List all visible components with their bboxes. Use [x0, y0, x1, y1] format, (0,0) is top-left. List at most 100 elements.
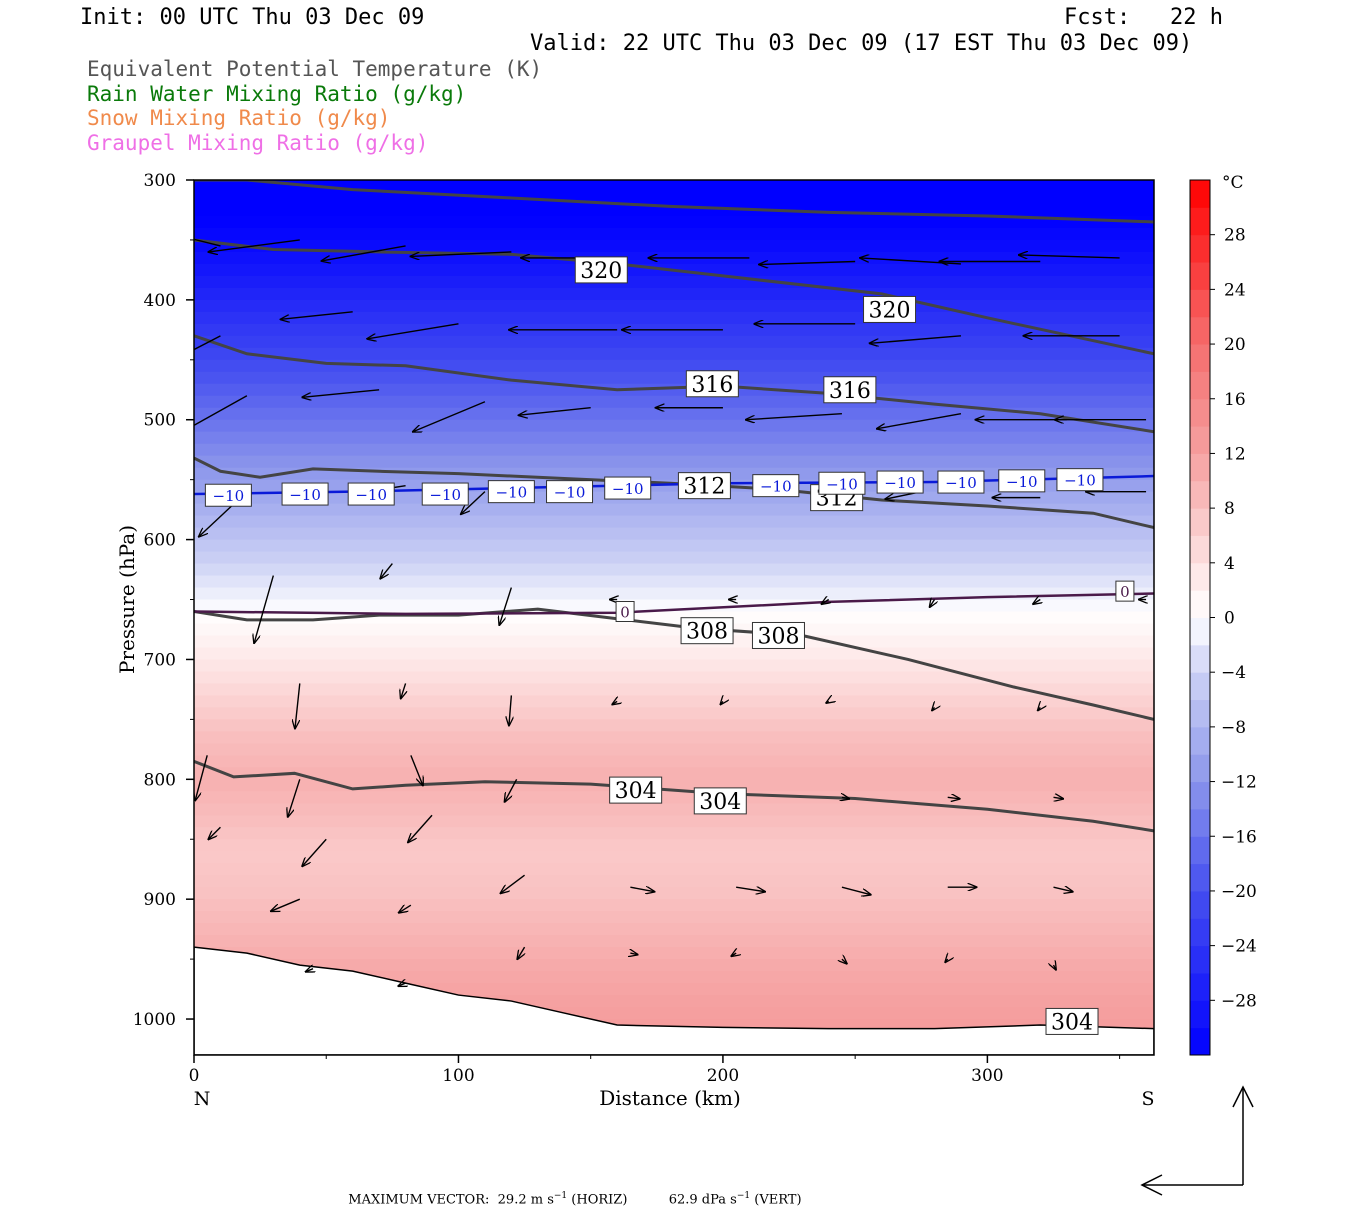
temperature-band: [194, 875, 1154, 889]
colorbar-band: [1190, 262, 1210, 290]
colorbar-band: [1190, 344, 1210, 372]
temperature-band: [194, 911, 1154, 925]
ref-vector-vertical-head: [1232, 1085, 1254, 1108]
contour-label: −10: [289, 486, 321, 504]
contour-label-box: [281, 482, 329, 506]
wind-vector: [870, 335, 961, 344]
forecast-hour: Fcst: 22 h: [1064, 5, 1223, 30]
colorbar-band: [1190, 644, 1210, 673]
temperature-band: [194, 191, 1154, 205]
contour-label: −10: [612, 480, 644, 498]
contour-label-box: [752, 474, 800, 498]
colorbar-band: [1190, 371, 1210, 400]
x-tick-label: 100: [442, 1066, 474, 1086]
wind-vector: [822, 600, 829, 605]
y-tick-label: 800: [144, 770, 176, 790]
field-legend: Equivalent Potential Temperature (K) Rain…: [87, 57, 542, 155]
contour-label: 0: [1120, 583, 1130, 601]
colorbar-band: [1190, 836, 1210, 865]
temperature-band: [194, 719, 1154, 733]
wind-vector: [1053, 887, 1073, 892]
north-end-label: N: [194, 1088, 211, 1110]
wind-vector: [877, 413, 962, 429]
colorbar-band: [1190, 535, 1210, 564]
temperature-band: [194, 371, 1154, 385]
max-vector-readout: MAXIMUM VECTOR: 29.2 m s−1 (HORIZ) 62.9 …: [340, 1176, 801, 1207]
temperature-band: [194, 227, 1154, 241]
wind-vector: [281, 311, 353, 320]
colorbar-tick-label: 4: [1224, 554, 1235, 574]
colorbar-tick-label: 20: [1224, 335, 1246, 355]
colorbar-band: [1190, 699, 1210, 728]
colorbar-band: [1190, 808, 1210, 837]
colorbar-band: [1190, 672, 1210, 701]
colorbar-tick-label: −16: [1221, 827, 1257, 847]
contour-label-box: [680, 617, 734, 645]
temperature-band: [194, 767, 1154, 781]
colorbar-band: [1190, 289, 1210, 318]
wind-vector: [842, 959, 847, 964]
temperature-band: [194, 659, 1154, 673]
plot-frame: [193, 179, 1155, 1056]
colorbar-band: [1190, 453, 1210, 482]
wind-vector: [322, 245, 406, 261]
wind-vector: [208, 826, 221, 839]
y-tick-label: 1000: [133, 1010, 176, 1030]
colorbar-band: [1190, 562, 1210, 591]
temperature-band: [194, 923, 1154, 937]
wind-vector: [254, 575, 275, 644]
contour-label-box: [818, 471, 866, 495]
contour-label: 308: [686, 620, 728, 645]
contour-label: 304: [615, 779, 657, 804]
colorbar-tick-label: 8: [1224, 499, 1235, 519]
wind-vector: [746, 413, 842, 420]
temperature-band: [194, 407, 1154, 421]
wind-vector: [195, 755, 208, 800]
contour-label-box: [1045, 1007, 1099, 1035]
colorbar-band: [1190, 617, 1210, 646]
colorbar-band: [1190, 945, 1210, 974]
temperature-band: [194, 180, 1154, 193]
x-axis-label: Distance (km): [599, 1086, 741, 1110]
temperature-band: [194, 215, 1154, 229]
temperature-band: [194, 971, 1154, 985]
wind-vector: [945, 959, 947, 962]
y-tick-label: 600: [144, 531, 176, 551]
colorbar-tick-label: 28: [1224, 226, 1246, 246]
colorbar-band: [1190, 754, 1210, 783]
contour-label-box: [677, 472, 731, 500]
wind-vector: [209, 239, 300, 252]
wind-vector: [932, 707, 934, 710]
contour-label: 312: [683, 475, 725, 500]
contour-label: −10: [945, 474, 977, 492]
temperature-band: [194, 755, 1154, 769]
temperature-band: [194, 299, 1154, 313]
wind-vector: [505, 778, 518, 802]
colorbar-tick-label: −4: [1221, 663, 1246, 683]
contour-label-box: [693, 787, 747, 815]
y-tick-label: 900: [144, 890, 176, 910]
contour-label-box: [546, 480, 594, 504]
temperature-band: [194, 551, 1154, 565]
contour-label-box: [204, 483, 252, 507]
colorbar-unit: °C: [1222, 173, 1244, 193]
wind-vector: [1033, 600, 1040, 605]
wind-vector: [367, 323, 459, 339]
wind-vector: [380, 563, 393, 579]
colorbar-tick-label: −28: [1221, 991, 1257, 1011]
wind-vector: [1054, 965, 1056, 970]
y-tick-label: 500: [144, 411, 176, 431]
wind-vector: [194, 395, 248, 427]
wind-vector: [721, 701, 723, 704]
temperature-band: [194, 239, 1154, 253]
contour-label-box: [863, 295, 917, 323]
legend-entry: Snow Mixing Ratio (g/kg): [87, 106, 391, 130]
contour-label-box: [1115, 580, 1135, 602]
colorbar-band: [1190, 863, 1210, 892]
contour-label: −10: [760, 478, 792, 496]
temperature-band: [194, 743, 1154, 757]
wind-vector: [410, 755, 423, 785]
temperature-band: [194, 503, 1154, 517]
colorbar-band: [1190, 781, 1210, 810]
